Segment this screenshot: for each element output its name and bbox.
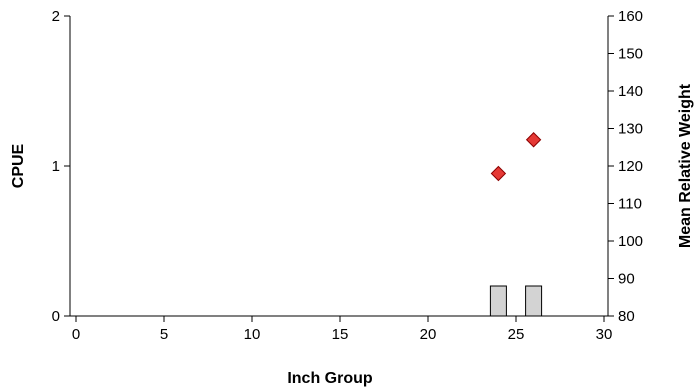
x-tick-label: 5: [160, 326, 168, 343]
right-y-tick-label: 120: [618, 158, 643, 175]
cpue-bar: [489, 285, 507, 317]
right-y-tick-label: 130: [618, 121, 643, 138]
right-y-axis-title: Mean Relative Weight: [677, 83, 694, 248]
left-y-tick-label: 0: [52, 308, 60, 325]
axes: [64, 15, 614, 322]
cpue-bar: [525, 285, 543, 317]
left-y-tick-label: 1: [52, 158, 60, 175]
right-y-tick-label: 80: [618, 308, 635, 325]
right-y-tick-label: 160: [618, 8, 643, 25]
x-tick-label: 15: [332, 326, 349, 343]
right-y-tick-label: 110: [618, 196, 642, 213]
relative-weight-markers: [490, 132, 542, 182]
relative-weight-marker: [490, 165, 507, 182]
cpue-bars: [489, 285, 543, 317]
right-y-tick-label: 100: [618, 233, 643, 250]
x-tick-label: 25: [508, 326, 525, 343]
x-tick-label: 10: [244, 326, 261, 343]
x-axis-title: Inch Group: [287, 370, 373, 387]
x-tick-label: 20: [420, 326, 437, 343]
x-tick-label: 0: [72, 326, 80, 343]
right-y-tick-label: 90: [618, 271, 635, 288]
left-y-axis-title: CPUE: [10, 143, 27, 188]
left-y-tick-label: 2: [52, 8, 60, 25]
right-y-tick-label: 140: [618, 83, 643, 100]
relative-weight-marker: [525, 132, 542, 148]
x-tick-label: 30: [596, 326, 613, 343]
tick-labels: 0 5 10 15 20 25 30 0 1 2 80 90 100 110 120 130 140 150 160: [52, 8, 643, 343]
right-y-tick-label: 150: [618, 46, 643, 63]
